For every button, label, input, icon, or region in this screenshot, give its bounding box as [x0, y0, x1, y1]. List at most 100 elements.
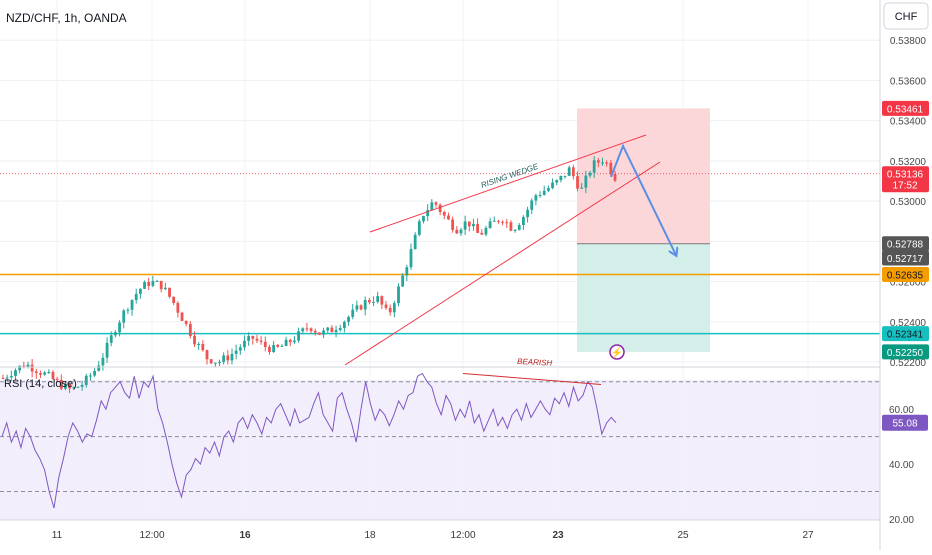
- candle: [268, 344, 271, 355]
- price-tick-label: 0.52600: [890, 278, 927, 289]
- wedge-upper-trendline[interactable]: [369, 134, 647, 233]
- candle: [426, 204, 430, 221]
- price-grid: [0, 39, 880, 363]
- candle: [480, 229, 484, 235]
- candle: [114, 330, 117, 338]
- candle: [463, 215, 467, 235]
- candle: [338, 324, 342, 332]
- candle: [155, 279, 159, 282]
- candle: [467, 221, 471, 232]
- candlestick-series: [1, 156, 617, 394]
- candle: [430, 199, 434, 211]
- candle: [601, 157, 604, 166]
- candle: [442, 210, 446, 220]
- candle: [488, 217, 492, 229]
- candle: [605, 160, 609, 167]
- candle: [147, 277, 151, 291]
- candle: [51, 369, 55, 380]
- candle: [447, 212, 450, 220]
- rsi-background-band: [0, 380, 880, 520]
- candle: [359, 304, 363, 311]
- candle: [126, 307, 130, 315]
- candle: [455, 226, 459, 235]
- candle: [534, 193, 538, 206]
- svg-text:⚡: ⚡: [611, 346, 623, 359]
- candle: [64, 380, 67, 391]
- projection-arrow-path[interactable]: [610, 143, 676, 255]
- svg-text:0.53136: 0.53136: [887, 170, 924, 181]
- candle: [118, 320, 121, 337]
- candle: [76, 386, 80, 388]
- price-tick-label: 0.53600: [890, 76, 927, 87]
- currency-button[interactable]: CHF: [883, 2, 929, 30]
- candle: [484, 225, 488, 237]
- svg-text:0.52250: 0.52250: [887, 348, 924, 359]
- wedge-lower-trendline[interactable]: [344, 161, 661, 366]
- candle: [372, 296, 375, 307]
- rsi-tick-label: 40.00: [889, 460, 914, 471]
- price-tick-label: 0.53200: [890, 157, 927, 168]
- candle: [476, 218, 480, 234]
- candle: [380, 295, 384, 309]
- candle: [526, 206, 529, 223]
- candle: [243, 335, 246, 351]
- time-axis[interactable]: 11 12:00 16 18 12:00 23 25 27: [52, 530, 814, 541]
- candle: [180, 311, 184, 321]
- candle: [68, 381, 72, 394]
- time-tick-label: 12:00: [450, 530, 475, 541]
- candle: [39, 370, 42, 379]
- time-tick-label: 11: [52, 530, 63, 541]
- rsi-current-value-tag: 55.08: [882, 414, 928, 431]
- candle: [201, 340, 205, 352]
- candle: [580, 183, 584, 190]
- candle: [159, 280, 163, 293]
- candle: [363, 296, 367, 316]
- candle: [93, 368, 96, 378]
- candle: [347, 315, 350, 326]
- candle: [509, 220, 513, 232]
- candle: [288, 338, 292, 347]
- bearish-divergence-line[interactable]: [462, 372, 602, 385]
- bearish-label: BEARISH: [517, 357, 553, 368]
- candle: [97, 360, 101, 372]
- symbol-label: NZD/CHF, 1h, OANDA: [6, 11, 127, 25]
- candle: [417, 219, 421, 237]
- candle: [30, 359, 34, 378]
- candle: [513, 229, 517, 233]
- candle: [326, 326, 330, 333]
- currency-button-label[interactable]: CHF: [895, 11, 918, 23]
- candle: [105, 337, 109, 363]
- candle: [5, 374, 9, 382]
- price-tick-label: 0.53000: [890, 197, 927, 208]
- candle: [251, 335, 255, 345]
- candle: [80, 380, 84, 391]
- price-tag: 0.52250: [882, 344, 929, 360]
- take-profit-zone[interactable]: [577, 243, 710, 352]
- candle: [1, 374, 5, 380]
- candle: [14, 368, 17, 381]
- candle: [109, 331, 113, 347]
- stop-loss-zone[interactable]: [577, 108, 710, 244]
- lightning-alert-icon[interactable]: ⚡: [609, 344, 625, 360]
- candle: [72, 386, 76, 390]
- price-tick-label: 0.52200: [890, 358, 927, 369]
- candle: [151, 275, 155, 288]
- candle: [218, 359, 221, 366]
- candle: [609, 160, 613, 177]
- svg-text:0.53461: 0.53461: [887, 104, 924, 115]
- candle: [501, 220, 504, 226]
- candle: [284, 336, 288, 347]
- candle: [209, 358, 213, 365]
- candle: [530, 198, 534, 215]
- candle: [134, 288, 138, 304]
- candle: [405, 264, 409, 282]
- price-tag: 0.53461: [882, 100, 929, 116]
- candle: [130, 299, 134, 316]
- candle: [334, 325, 338, 338]
- candle: [101, 353, 105, 371]
- candle: [168, 287, 171, 299]
- candle: [276, 343, 280, 349]
- rsi-line: [1, 372, 617, 509]
